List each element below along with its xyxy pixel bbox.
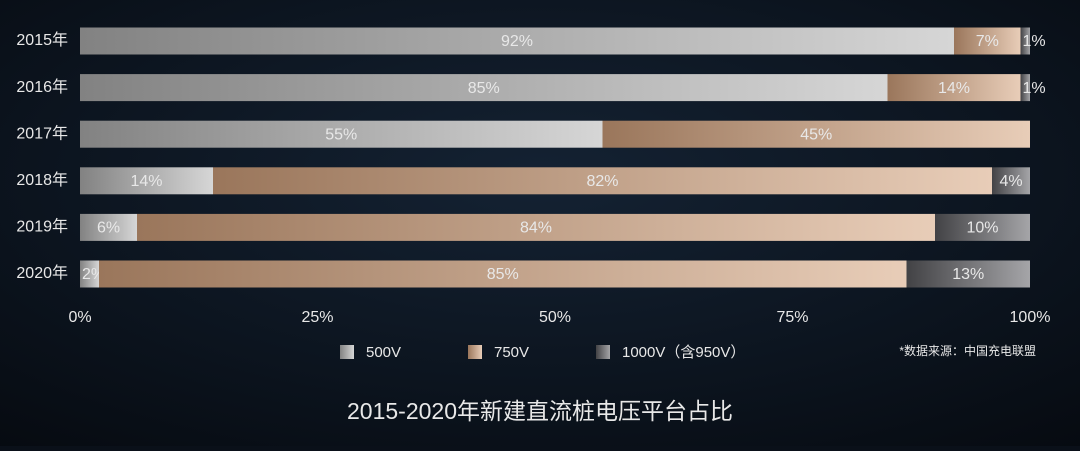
legend-swatch bbox=[596, 345, 610, 359]
bar-segment bbox=[80, 120, 603, 148]
bar-segment bbox=[80, 27, 954, 55]
bar-segment bbox=[80, 74, 888, 102]
data-label: 55% bbox=[325, 126, 357, 143]
data-label: 4% bbox=[999, 173, 1022, 190]
data-label: 84% bbox=[520, 220, 552, 237]
bar-segment bbox=[906, 260, 1030, 288]
y-tick-label: 2017年 bbox=[16, 124, 68, 142]
bar-segment bbox=[80, 260, 99, 288]
data-label: 1% bbox=[1023, 33, 1046, 50]
data-label: 1% bbox=[1023, 80, 1046, 97]
x-tick-label: 75% bbox=[776, 309, 808, 326]
y-tick-label: 2019年 bbox=[16, 218, 68, 236]
source-note: *数据来源：中国充电联盟 bbox=[899, 343, 1036, 358]
bar-segment bbox=[80, 213, 137, 241]
bar-segment bbox=[80, 167, 213, 195]
legend-swatch bbox=[468, 345, 482, 359]
bar-segment bbox=[1020, 27, 1030, 55]
legend-label: 500V bbox=[366, 344, 401, 361]
bar-segment bbox=[137, 213, 935, 241]
bar-segment bbox=[887, 74, 1021, 102]
data-label: 45% bbox=[800, 126, 832, 143]
bar-segment bbox=[935, 213, 1030, 241]
bar-segment bbox=[213, 167, 992, 195]
data-label: 14% bbox=[130, 173, 162, 190]
data-label: 85% bbox=[487, 266, 519, 283]
y-tick-label: 2015年 bbox=[16, 31, 68, 49]
bar-segment bbox=[99, 260, 907, 288]
legend-label: 750V bbox=[494, 344, 529, 361]
bar-segment bbox=[992, 167, 1030, 195]
legend-label: 1000V（含950V） bbox=[622, 344, 745, 361]
y-tick-label: 2018年 bbox=[16, 171, 68, 189]
y-tick-label: 2020年 bbox=[16, 264, 68, 282]
data-label: 6% bbox=[97, 220, 120, 237]
data-label: 7% bbox=[976, 33, 999, 50]
x-tick-label: 25% bbox=[301, 309, 333, 326]
data-label: 10% bbox=[966, 220, 998, 237]
data-label: 82% bbox=[586, 173, 618, 190]
legend-swatch bbox=[340, 345, 354, 359]
chart-title: 2015-2020年新建直流桩电压平台占比 bbox=[347, 398, 733, 424]
data-label: 92% bbox=[501, 33, 533, 50]
x-tick-label: 100% bbox=[1010, 309, 1051, 326]
data-label: 13% bbox=[952, 266, 984, 283]
data-label: 85% bbox=[468, 80, 500, 97]
bar-segment bbox=[602, 120, 1030, 148]
bar-segment bbox=[1020, 74, 1030, 102]
data-label: 14% bbox=[938, 80, 970, 97]
x-tick-label: 50% bbox=[539, 309, 571, 326]
bar-segment bbox=[954, 27, 1021, 55]
y-tick-label: 2016年 bbox=[16, 78, 68, 96]
x-tick-label: 0% bbox=[68, 309, 91, 326]
